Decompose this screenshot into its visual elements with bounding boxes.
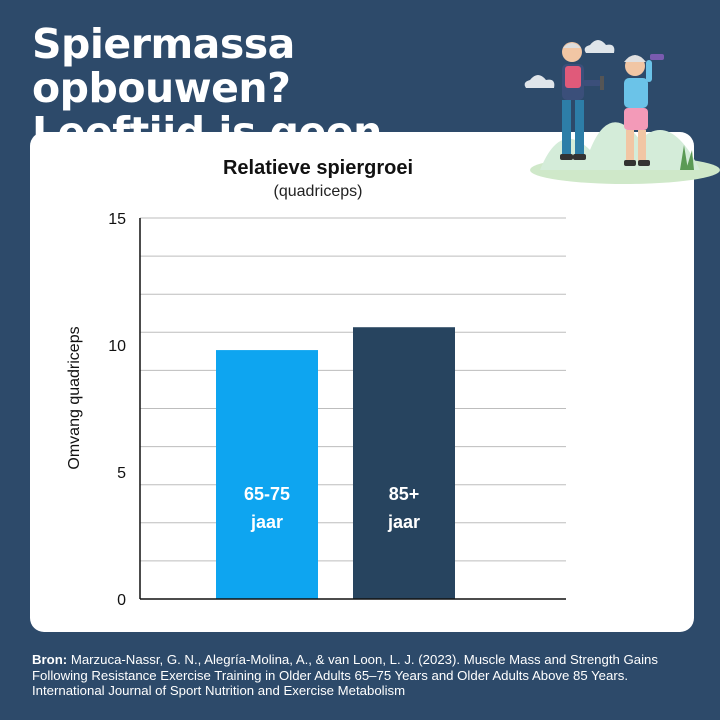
y-axis-label: Omvang quadriceps: [66, 326, 83, 469]
y-axis-ticks: 0 5 10 15: [108, 211, 126, 609]
bar: [216, 350, 318, 599]
source-citation: Bron: Marzuca-Nassr, G. N., Alegría-Moli…: [32, 652, 692, 699]
bar-label: jaar: [387, 512, 420, 532]
bar-label: 85+: [389, 484, 420, 504]
source-text: Marzuca-Nassr, G. N., Alegría-Molina, A.…: [32, 652, 658, 698]
y-tick-label: 10: [108, 338, 126, 355]
y-tick-label: 0: [117, 592, 126, 609]
bars: 65-75 jaar 85+ jaar: [216, 327, 455, 599]
headline-line-1: Spiermassa opbouwen?: [32, 20, 295, 112]
source-label: Bron:: [32, 652, 68, 667]
bar-label: 65-75: [244, 484, 290, 504]
bar-label: jaar: [250, 512, 283, 532]
y-tick-label: 5: [117, 465, 126, 482]
y-tick-label: 15: [108, 211, 126, 228]
chart-subtitle: (quadriceps): [273, 183, 363, 200]
chart-title: Relatieve spiergroei: [222, 157, 414, 179]
bar: [353, 327, 455, 599]
seniors-exercising-illustration: [524, 40, 720, 184]
